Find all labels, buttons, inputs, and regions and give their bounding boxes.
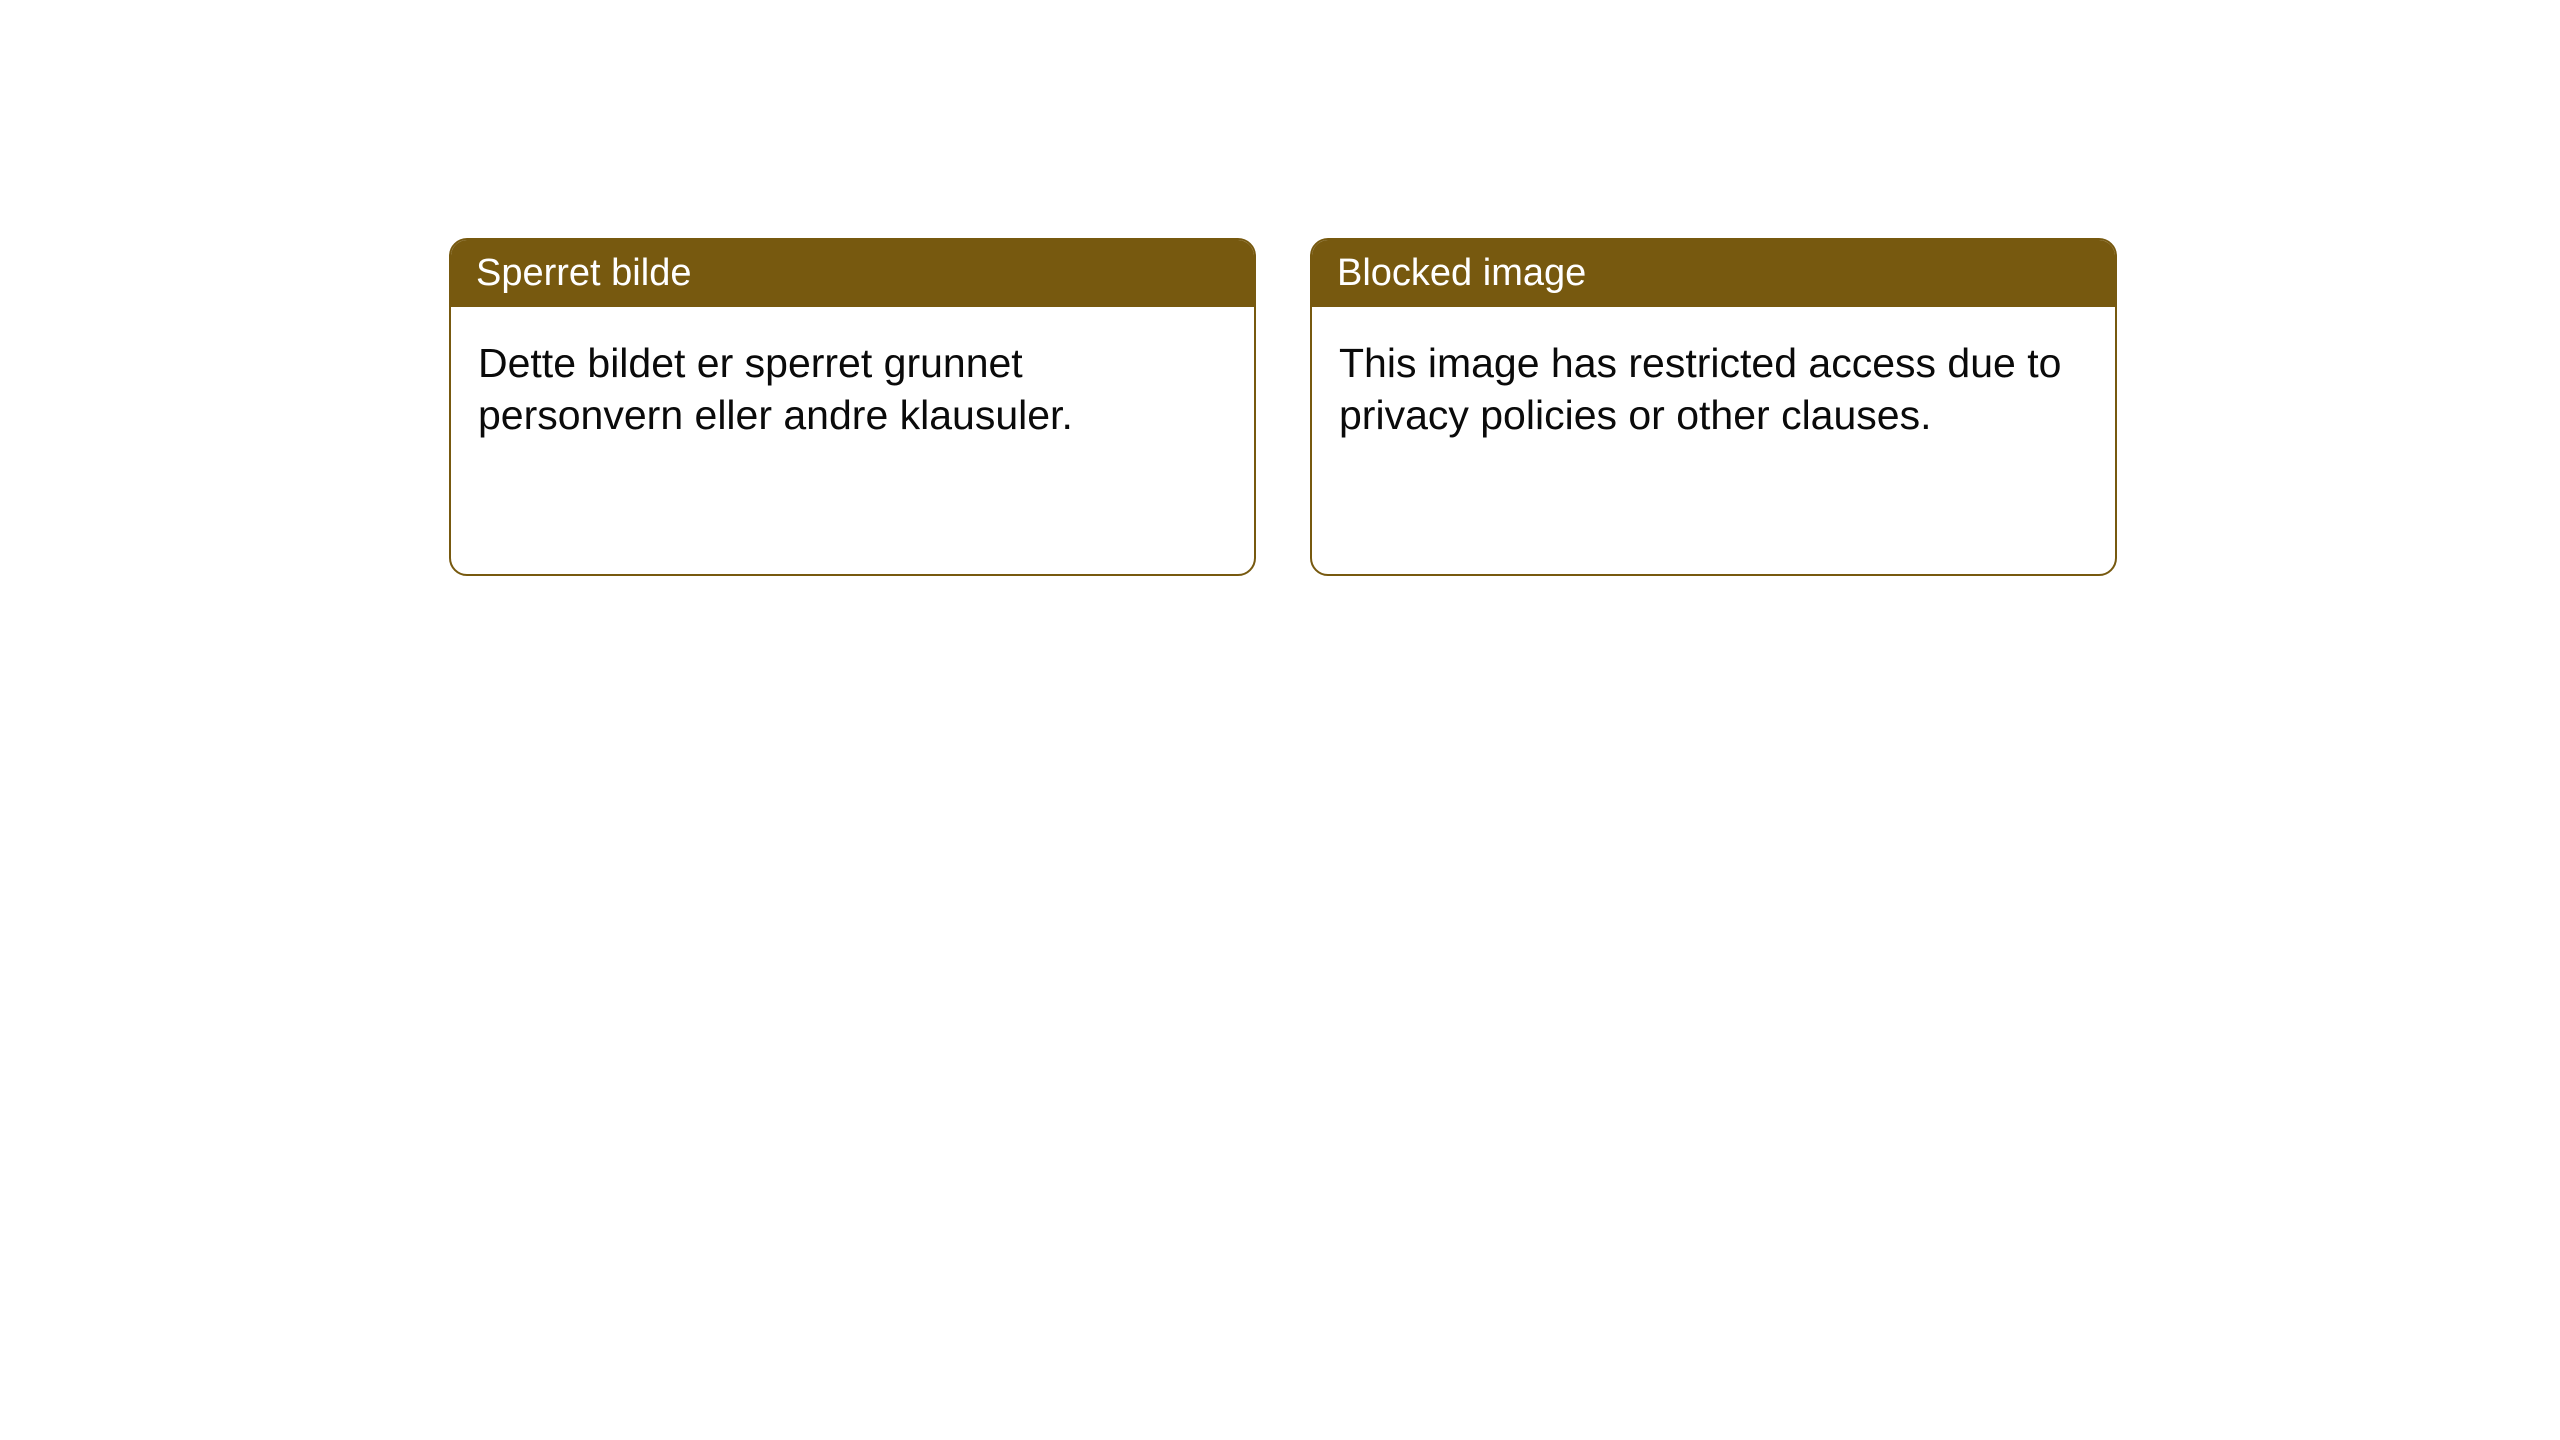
notice-card-english: Blocked image This image has restricted … bbox=[1310, 238, 2117, 576]
notice-card-norwegian: Sperret bilde Dette bildet er sperret gr… bbox=[449, 238, 1256, 576]
notice-container: Sperret bilde Dette bildet er sperret gr… bbox=[0, 0, 2560, 576]
card-title: Sperret bilde bbox=[476, 252, 691, 294]
card-body-text: Dette bildet er sperret grunnet personve… bbox=[478, 340, 1073, 438]
card-body: Dette bildet er sperret grunnet personve… bbox=[451, 307, 1254, 471]
card-body-text: This image has restricted access due to … bbox=[1339, 340, 2061, 438]
card-body: This image has restricted access due to … bbox=[1312, 307, 2115, 471]
card-header: Sperret bilde bbox=[451, 240, 1254, 307]
card-title: Blocked image bbox=[1337, 252, 1586, 294]
card-header: Blocked image bbox=[1312, 240, 2115, 307]
